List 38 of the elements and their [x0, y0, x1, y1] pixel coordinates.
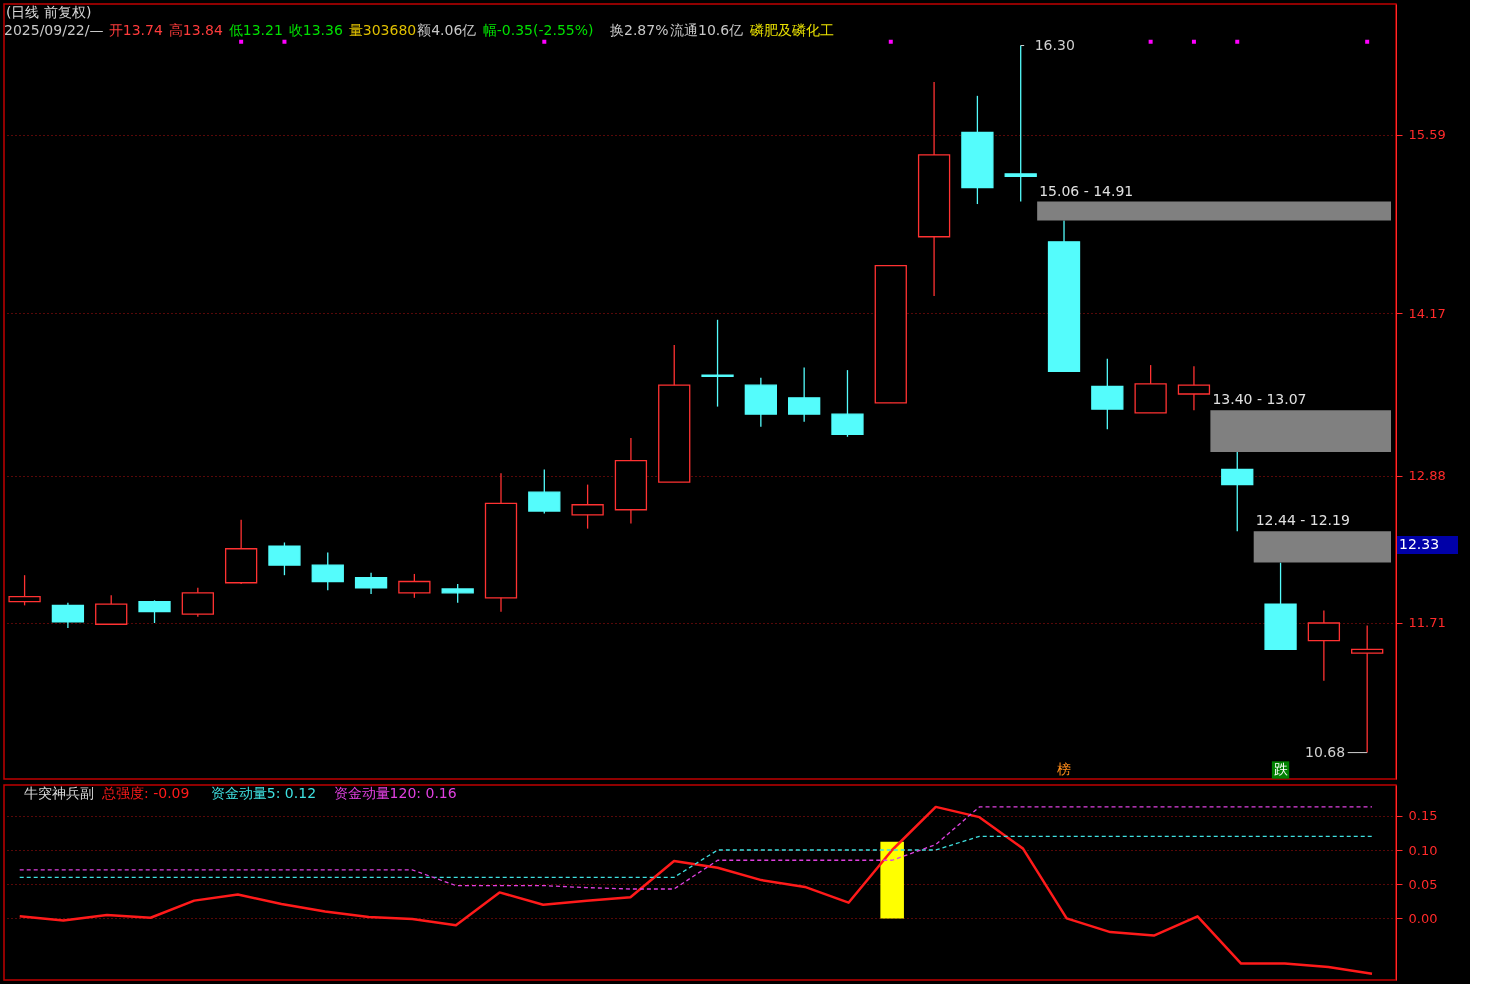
y-tick-label: 0.05 — [1408, 876, 1438, 892]
y-tick-label: 12.88 — [1408, 468, 1446, 484]
annotation: 额4.06亿 — [417, 22, 477, 38]
band-label: 13.40 - 13.07 — [1212, 391, 1307, 408]
annotation: 10.68 — [1305, 743, 1346, 760]
annotation: 开13.74 — [108, 22, 163, 38]
annotation: 2025/09/22/— — [4, 22, 104, 38]
annotation: 低13.21 — [228, 22, 283, 38]
text: 资金动量120: 0.16 — [333, 785, 457, 801]
annotation: 16.30 — [1034, 36, 1075, 53]
y-tick-label: 0.00 — [1408, 910, 1438, 926]
annotation: 流通10.6亿 — [670, 22, 744, 38]
annotation: 磷肥及磷化工 — [748, 22, 834, 38]
y-tick-label: 0.15 — [1408, 808, 1438, 824]
annotation: 量303680 — [348, 22, 417, 38]
annotation: 高13.84 — [168, 22, 223, 38]
y-tick-label: 15.59 — [1408, 127, 1446, 143]
candlestick — [441, 583, 474, 604]
chart-title: 牛突神兵副 — [24, 785, 94, 801]
annotation: 跌 — [1273, 761, 1288, 777]
candlestick — [8, 574, 41, 607]
annotation: 幅-0.35(-2.55%) — [482, 22, 594, 38]
candlestick — [1004, 44, 1037, 203]
y-tick-label: 14.17 — [1408, 306, 1446, 321]
y-tick-label: 11.71 — [1408, 615, 1446, 631]
ref-line-label: 12.33 — [1399, 535, 1440, 552]
candlestick — [701, 319, 734, 408]
band-label: 12.44 - 12.19 — [1255, 512, 1350, 529]
line-series — [19, 806, 1373, 890]
line-series — [18, 805, 1374, 976]
chart-title: (日线 前复权) — [6, 4, 92, 20]
annotation: 换2.87% — [610, 22, 669, 38]
y-tick-label: 0.10 — [1408, 842, 1438, 858]
annotation: 收13.36 — [288, 22, 343, 38]
text: 总强度: -0.09 — [101, 785, 190, 801]
text: 资金动量5: 0.12 — [210, 785, 317, 801]
band-label: 15.06 - 14.91 — [1039, 182, 1134, 199]
annotation: 榜 — [1057, 761, 1072, 777]
